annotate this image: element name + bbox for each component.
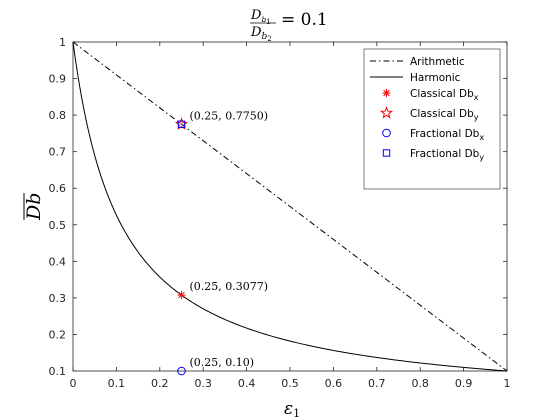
marker-fractional-db-x — [177, 366, 186, 376]
y-tick-label: 0.7 — [49, 146, 67, 159]
series-arithmetic-line — [72, 41, 508, 372]
legend: Arithmetic Harmonic Classical Dbx Classical… — [363, 48, 501, 190]
series-lines — [72, 41, 508, 372]
title-value: = 0.1 — [281, 10, 328, 30]
x-tick-label: 0.5 — [281, 377, 299, 390]
legend-item-harmonic: Harmonic — [370, 72, 461, 84]
x-tick-label: 0.1 — [108, 377, 126, 390]
legend-box — [363, 48, 501, 190]
legend-item-classical-db-x: Classical Dbx — [382, 88, 479, 102]
point-annotation: (0.25, 0.10) — [190, 356, 255, 369]
point-annotation: (0.25, 0.3077) — [190, 280, 269, 293]
ticks: 0 0.1 0.2 0.3 0.4 0.5 0.6 0.7 0.8 0.9 10.10.20.30.… — [49, 36, 511, 390]
legend-label: Harmonic — [410, 72, 461, 84]
annotations: (0.25, 0.7750) (0.25, 0.3077) (0.25, 0.10) — [190, 109, 269, 369]
series-harmonic-line — [72, 41, 508, 372]
title-denominator: Db2 — [250, 25, 272, 43]
legend-item-arithmetic: Arithmetic — [370, 56, 465, 68]
legend-label: Arithmetic — [410, 56, 465, 68]
chart-title: Db1 Db2 = 0.1 — [250, 8, 328, 43]
x-tick-label: 0.8 — [411, 377, 429, 390]
title-numerator: Db1 — [250, 8, 271, 26]
y-tick-label: 0.5 — [49, 219, 67, 232]
x-tick-label: 0.4 — [238, 377, 256, 390]
y-tick-label: 0.1 — [49, 365, 67, 378]
y-tick-label: 0.8 — [49, 109, 67, 122]
point-annotation: (0.25, 0.7750) — [190, 109, 269, 122]
marker-fractional-db-y — [177, 120, 186, 128]
y-tick-label: 0.4 — [49, 255, 67, 268]
x-axis-label: ε1 — [284, 399, 300, 420]
x-tick-label: 0.3 — [194, 377, 212, 390]
legend-label: Classical Dbx — [410, 88, 479, 102]
legend-item-fractional-db-y: Fractional Dby — [382, 148, 484, 162]
legend-label: Fractional Dby — [410, 148, 484, 162]
x-tick-label: 1 — [504, 377, 511, 390]
marker-classical-db-x — [177, 291, 186, 300]
y-tick-label: 0.6 — [49, 182, 67, 195]
y-tick-label: 0.9 — [49, 73, 67, 86]
legend-marker — [379, 106, 394, 119]
x-tick-label: 0 — [70, 377, 77, 390]
y-axis-label: Db — [23, 193, 45, 221]
x-tick-label: 0.9 — [455, 377, 473, 390]
x-tick-label: 0.2 — [151, 377, 169, 390]
legend-item-classical-db-y: Classical Dby — [379, 106, 479, 122]
legend-items: Arithmetic Harmonic Classical Dbx Classical… — [370, 56, 484, 162]
y-axis-label-text: Db — [23, 193, 45, 221]
legend-marker — [382, 128, 391, 138]
legend-label: Fractional Dbx — [410, 128, 484, 142]
x-tick-label: 0.7 — [368, 377, 386, 390]
legend-item-fractional-db-x: Fractional Dbx — [382, 128, 484, 142]
legend-label: Classical Dby — [410, 108, 479, 122]
series-markers — [174, 117, 189, 376]
x-tick-label: 0.6 — [325, 377, 343, 390]
marker-classical-db-y — [174, 117, 189, 130]
legend-marker — [382, 149, 391, 157]
legend-marker — [382, 89, 391, 97]
y-tick-label: 0.2 — [49, 328, 67, 341]
y-tick-label: 1 — [59, 36, 66, 49]
y-tick-label: 0.3 — [49, 292, 67, 305]
